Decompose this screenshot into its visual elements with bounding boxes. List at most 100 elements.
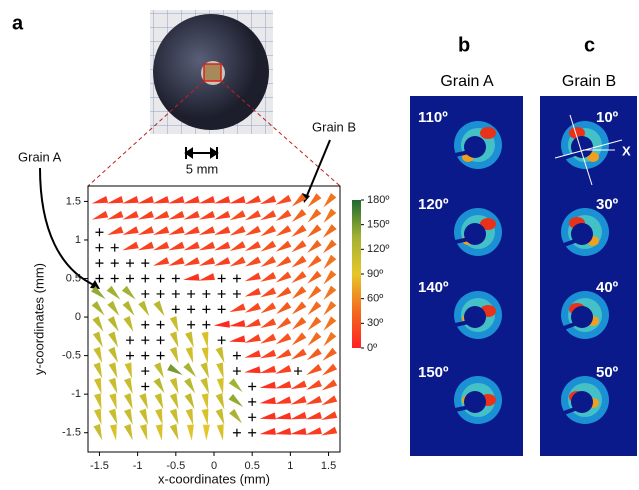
orientation-wedge [168,241,185,251]
orientation-wedge [122,195,139,204]
orientation-wedge [185,408,194,426]
orientation-wedge [307,255,322,269]
angle-label: 120º [418,196,449,213]
orientation-wedge [91,286,106,300]
orientation-wedge [307,208,322,223]
no-grain-cross [126,274,134,283]
angle-label: 30º [596,196,619,213]
orientation-wedge [94,377,102,395]
orientation-wedge [92,331,103,348]
orientation-wedge [260,287,277,298]
orientation-wedge [244,366,261,374]
no-grain-cross [171,274,180,283]
orientation-wedge [307,224,322,238]
orientation-wedge [321,363,338,376]
orientation-wedge [291,271,307,284]
orientation-wedge [139,424,148,441]
orientation-wedge [260,302,277,314]
orientation-wedge [94,408,102,426]
x-tick-label: 0 [211,460,217,472]
orientation-wedge [168,257,185,266]
orientation-wedge [153,377,165,394]
orientation-wedge [275,225,292,237]
orientation-wedge [291,240,307,253]
orientation-wedge [122,300,135,316]
no-grain-cross [187,305,196,314]
beamstop [447,403,478,414]
y-tick-label: 1.5 [66,195,81,207]
orientation-wedge [306,348,322,361]
colorbar-label: 90º [367,268,383,280]
orientation-wedge [321,379,338,391]
orientation-wedge [290,427,307,435]
orientation-wedge [139,408,149,425]
orientation-wedge [107,316,119,332]
orientation-wedge [123,424,133,441]
orientation-wedge [274,427,292,435]
orientation-wedge [229,335,246,343]
no-grain-cross [95,243,104,252]
orientation-wedge [260,240,277,252]
orientation-wedge [307,239,322,253]
orientation-wedge [213,195,231,204]
orientation-wedge [183,273,200,281]
orientation-wedge [201,331,209,349]
orientation-wedge [275,286,292,298]
orientation-wedge [274,396,292,404]
no-grain-cross [141,382,150,391]
orientation-wedge [244,318,261,328]
orientation-wedge [185,331,194,348]
orientation-wedge [306,364,322,376]
orientation-wedge [290,395,307,405]
orientation-wedge [305,427,322,435]
orientation-wedge [291,301,307,315]
orientation-wedge [93,346,103,364]
orientation-wedge [153,241,170,251]
no-grain-cross [232,289,241,298]
orientation-wedge [229,256,246,267]
orientation-wedge [214,241,231,251]
no-grain-cross [156,336,165,345]
orientation-wedge [198,226,216,235]
x-tick-label: -0.5 [166,460,185,472]
orientation-wedge [229,210,246,221]
no-grain-cross [156,274,165,283]
orientation-wedge [107,210,124,220]
y-tick-label: 0 [75,311,81,323]
zoom-line [87,80,205,187]
x-tick-label: 1.5 [321,460,336,472]
orientation-wedge [183,257,200,266]
orientation-wedge [275,349,292,360]
orientation-wedge [123,377,133,394]
pattern-spot [480,127,496,139]
orientation-wedge [92,316,104,332]
orientation-wedge [152,195,170,204]
orientation-wedge [137,195,154,204]
no-grain-cross [202,289,211,298]
orientation-wedge [276,317,292,330]
colorbar-label: 30º [367,317,383,329]
orientation-wedge [214,257,231,266]
scale-bar [184,147,219,159]
orientation-wedge [307,332,322,346]
orientation-wedge [305,411,322,420]
x-tick-label: 1 [287,460,293,472]
orientation-wedge [323,208,337,223]
orientation-wedge [228,394,244,408]
orientation-wedge [244,210,261,221]
orientation-wedge [123,393,133,410]
orientation-wedge [260,318,277,329]
orientation-wedge [198,210,216,220]
arrow-head [302,193,310,203]
orientation-wedge [322,347,337,361]
colorbar-label: 0º [367,342,377,354]
colorbar [352,200,361,348]
orientation-wedge [183,226,200,235]
colorbar-label: 120º [367,243,389,255]
orientation-wedge [260,256,277,268]
panel-title: Grain A [440,73,494,90]
orientation-wedge [275,365,292,374]
orientation-wedge [184,393,195,410]
orientation-wedge [153,300,165,317]
orientation-wedge [244,272,261,282]
